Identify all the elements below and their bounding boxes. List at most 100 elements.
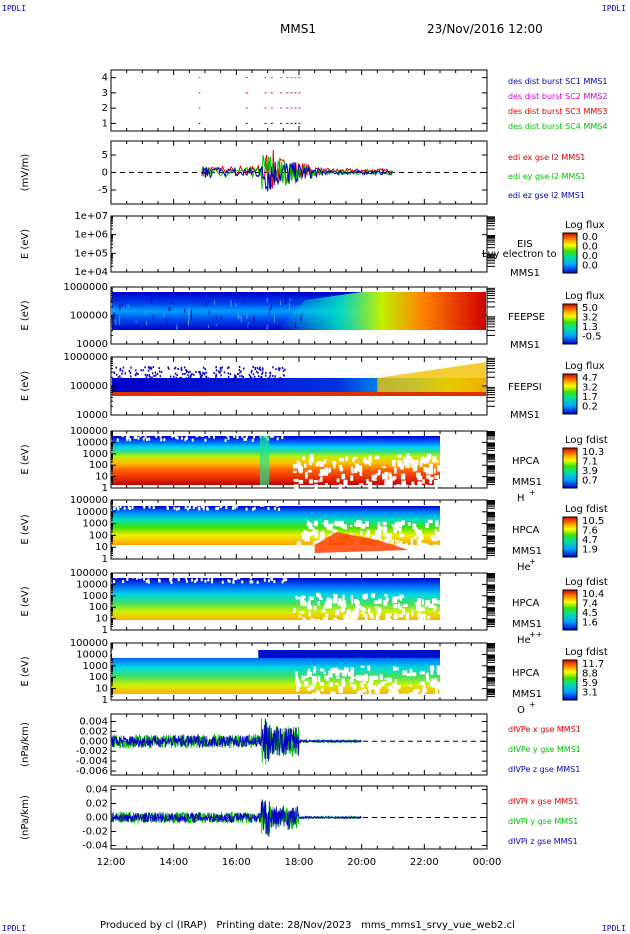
hpca-h-data-gap bbox=[212, 435, 215, 439]
feepsi-noise bbox=[180, 366, 183, 369]
feepsi-noise bbox=[180, 368, 183, 371]
hpca-he2-data-gap bbox=[350, 611, 356, 616]
feepse-noise bbox=[188, 312, 190, 320]
hpca-h-data-gap bbox=[374, 455, 380, 460]
feepsi-noise bbox=[182, 372, 184, 375]
eis-instrument-label: EIS bbox=[517, 239, 533, 250]
feepsi-noise bbox=[227, 372, 229, 375]
feepse-noise bbox=[285, 297, 287, 305]
hpca-h-data-gap bbox=[438, 479, 443, 483]
hpca-he2-ytick-label: 100 bbox=[89, 602, 108, 613]
hpca-h-data-gap bbox=[241, 434, 244, 438]
hpca-he-data-gap bbox=[375, 537, 378, 541]
feepsi-noise bbox=[160, 370, 163, 373]
hpca-he2-data-gap bbox=[232, 577, 235, 581]
hpca-h-data-gap bbox=[357, 468, 362, 472]
feepse-noise bbox=[213, 299, 215, 305]
hpca-o-data-gap bbox=[143, 645, 146, 649]
feepsi-noise bbox=[136, 378, 138, 381]
hpca-he-data-gap bbox=[330, 523, 335, 527]
hpca-h-data-gap bbox=[307, 469, 312, 473]
feepse-noise bbox=[248, 324, 250, 331]
feepsi-noise bbox=[277, 367, 280, 370]
feepsi-noise bbox=[257, 375, 260, 378]
hpca-o-data-gap bbox=[425, 672, 429, 680]
hpca-o-ytick-label: 100000 bbox=[70, 638, 108, 649]
feepse-noise bbox=[235, 303, 237, 307]
hpca-h-data-gap bbox=[142, 437, 145, 441]
hpca-o-data-gap bbox=[310, 685, 315, 690]
feepsi-noise bbox=[120, 377, 122, 380]
feepse-noise bbox=[188, 319, 190, 326]
hpca-o-data-gap bbox=[196, 647, 199, 651]
hpca-h-data-gap bbox=[435, 484, 438, 490]
hpca-o-data-gap bbox=[230, 645, 233, 649]
hpca-he2-data-gap bbox=[207, 578, 210, 582]
hpca-he-data-gap bbox=[417, 543, 423, 549]
feepse-noise bbox=[151, 298, 153, 304]
hpca-he2-data-gap bbox=[303, 595, 306, 599]
hpca-he-data-gap bbox=[206, 507, 209, 511]
hpca-h-data-gap bbox=[345, 455, 348, 462]
hpca-h-data-gap bbox=[343, 479, 348, 487]
hpca-he2-data-gap bbox=[418, 605, 422, 612]
hpca-he-data-gap bbox=[316, 540, 321, 544]
hpca-he2-ytick-label: 1 bbox=[102, 625, 108, 636]
hpca-o-data-gap bbox=[373, 675, 379, 680]
edi-series-line bbox=[201, 161, 393, 192]
hpca-h-data-gap bbox=[406, 453, 410, 456]
hpca-he-data-gap bbox=[378, 528, 382, 534]
feepsi-noise bbox=[223, 371, 226, 374]
hpca-o-data-gap bbox=[358, 675, 364, 681]
hpca-he2-data-gap bbox=[131, 575, 134, 579]
feepsi-noise bbox=[179, 377, 181, 380]
hpca-he-data-gap bbox=[360, 523, 366, 529]
hpca-he-data-gap bbox=[383, 533, 388, 537]
x-tick-label: 22:00 bbox=[410, 857, 439, 868]
hpca-he-data-gap bbox=[354, 522, 357, 527]
hpca-o-data-gap bbox=[421, 691, 424, 697]
hpca-he-data-gap bbox=[188, 505, 191, 509]
feepsi-noise bbox=[198, 370, 200, 373]
feepsi-noise bbox=[113, 371, 115, 374]
hpca-o-data-gap bbox=[437, 682, 441, 690]
hpca-h-data-gap bbox=[320, 476, 323, 481]
hpca-o-colorbar-tick: 8.8 bbox=[582, 669, 598, 680]
feepsi-noise bbox=[171, 378, 173, 381]
x-tick-label: 20:00 bbox=[347, 857, 376, 868]
hpca-he2-data-gap bbox=[300, 596, 303, 601]
hpca-o-data-gap bbox=[317, 675, 321, 682]
feepsi-noise bbox=[262, 368, 264, 371]
burst-ytick-label: 2 bbox=[102, 103, 108, 114]
feepse-noise bbox=[152, 314, 154, 321]
hpca-he2-data-gap bbox=[332, 598, 337, 604]
feepsi-noise bbox=[214, 378, 217, 381]
feepsi-noise bbox=[259, 369, 262, 372]
feepsi-noise bbox=[177, 367, 179, 370]
hpca-he2-colorbar-title: Log fdist bbox=[565, 577, 608, 588]
eis-colorbar-tick: 0.0 bbox=[582, 251, 598, 262]
hpca-h-data-gap bbox=[437, 484, 442, 488]
hpca-o-data-gap bbox=[312, 680, 317, 687]
hpca-o-data-gap bbox=[395, 691, 399, 694]
feepsi-noise bbox=[242, 376, 245, 379]
hpca-h-data-gap bbox=[377, 469, 381, 476]
feepsi-noise bbox=[202, 366, 205, 369]
hpca-he-data-gap bbox=[175, 507, 178, 511]
feepsi-noise bbox=[151, 376, 153, 379]
hpca-o-data-gap bbox=[436, 665, 442, 673]
hpca-he2-data-gap bbox=[353, 599, 359, 604]
hpca-he-data-gap bbox=[328, 533, 333, 537]
feepsi-noise bbox=[201, 374, 203, 377]
feepsi-noise bbox=[191, 372, 193, 375]
hpca-he-data-gap bbox=[127, 505, 130, 509]
hpca-he2-data-gap bbox=[302, 600, 306, 606]
hpca-he-data-gap bbox=[152, 506, 155, 510]
feepse-noise bbox=[266, 324, 268, 331]
feepsi-noise bbox=[173, 367, 176, 370]
hpca-o-data-gap bbox=[303, 681, 309, 687]
feepsi-noise bbox=[121, 378, 123, 381]
hpca-he-data-gap bbox=[438, 531, 442, 537]
hpca-o-data-gap bbox=[360, 682, 365, 685]
feepsi-noise bbox=[231, 378, 233, 381]
